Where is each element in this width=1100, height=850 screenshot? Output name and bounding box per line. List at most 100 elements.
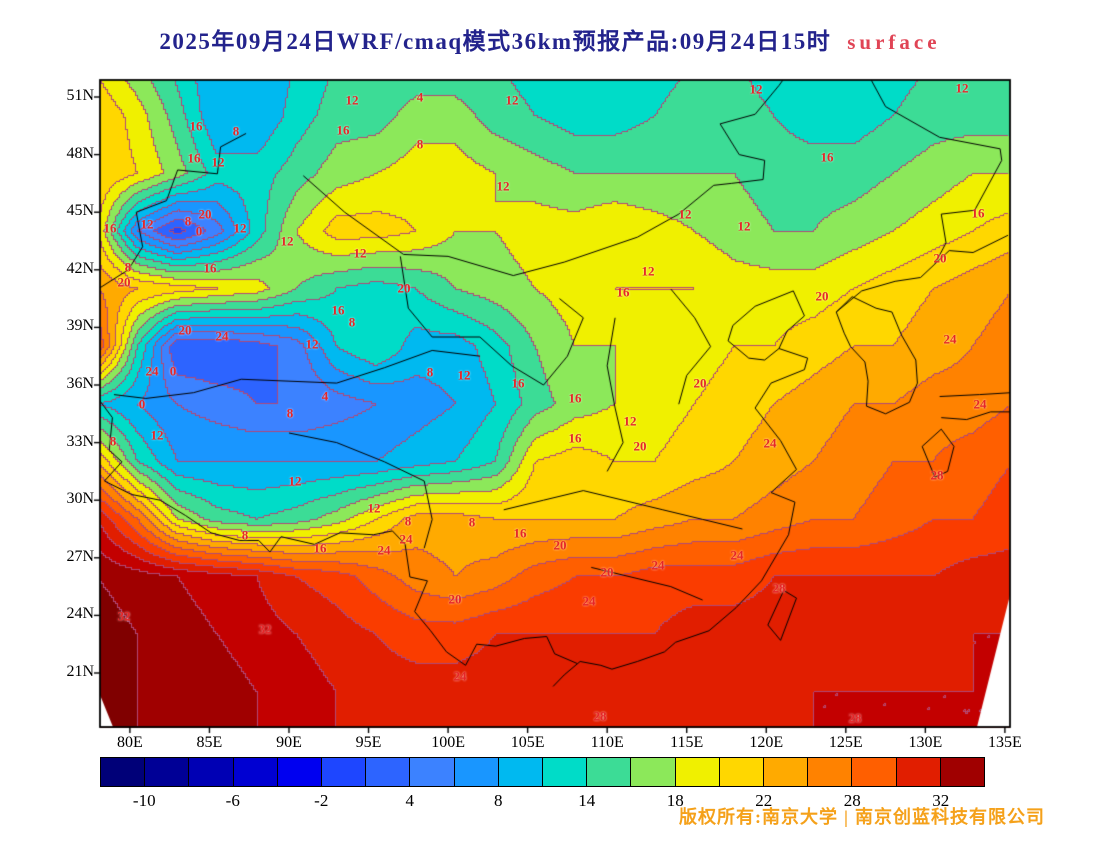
contour-label: 24 [145, 363, 159, 379]
contour-label: 16 [189, 118, 203, 134]
contour-label: 16 [568, 430, 582, 446]
colorbar-segment [322, 758, 367, 786]
lat-tick-label: 21N [66, 663, 94, 680]
colorbar-segment [189, 758, 234, 786]
contour-label: 8 [426, 364, 434, 380]
colorbar-tick-label: 8 [494, 791, 503, 810]
copyright-footer: 版权所有:南京大学 | 南京创蓝科技有限公司 [679, 803, 1045, 829]
contour-label: 16 [971, 205, 985, 221]
contour-label: 20 [397, 280, 411, 296]
copyright-company: 南京创蓝科技有限公司 [855, 807, 1045, 827]
contour-label: 16 [513, 525, 527, 541]
contour-label: 12 [678, 206, 692, 222]
contour-label: 24 [651, 557, 665, 573]
contour-label: 20 [633, 438, 647, 454]
colorbar-tick-label: 28 [843, 791, 861, 810]
lat-tick-label: 36N [66, 375, 94, 392]
colorbar-segment [675, 758, 720, 786]
contour-label: 24 [943, 331, 957, 347]
map-title: 2025年09月24日WRF/cmaq模式36km预报产品:09月24日15时 [159, 29, 832, 54]
contour-label: 12 [737, 218, 751, 234]
contour-label: 12 [623, 413, 637, 429]
contour-label: 12 [749, 81, 763, 97]
colorbar-tick-label: -6 [225, 791, 240, 810]
lon-tick-label: 135E [988, 734, 1022, 751]
contour-label: 16 [511, 375, 525, 391]
contour-label: 16 [568, 390, 582, 406]
contour-label: 8 [404, 513, 412, 529]
lat-tick-label: 51N [66, 87, 94, 104]
contour-label: 8 [348, 314, 356, 330]
lon-tick-label: 90E [276, 734, 302, 751]
contour-label: 8 [232, 123, 240, 139]
surface-level-label: surface [847, 30, 941, 54]
contour-label: 8 [468, 514, 476, 530]
colorbar-tick-label: -2 [314, 791, 329, 810]
lat-tick-label: 42N [66, 259, 94, 277]
contour-label: 12 [955, 80, 969, 96]
colorbar-segment [631, 758, 676, 786]
contour-label: 12 [641, 263, 655, 279]
contour-label: 24 [453, 668, 467, 684]
contour-label: 16 [203, 260, 217, 276]
lon-tick-label: 95E [355, 734, 382, 751]
colorbar-segment [145, 758, 190, 786]
colorbar-segment [896, 758, 941, 786]
contour-label: 12 [345, 92, 359, 108]
contour-label: 8 [184, 213, 192, 229]
contour-label: 28 [930, 467, 944, 483]
lat-tick-label: 48N [66, 144, 94, 162]
contour-label: 16 [187, 150, 201, 166]
contour-label: 16 [103, 220, 117, 236]
contour-label: 12 [367, 500, 381, 516]
contour-label: 12 [496, 178, 510, 194]
lon-tick-label: 100E [431, 734, 465, 751]
colorbar-tick-label: 22 [755, 791, 773, 810]
colorbar-segment [764, 758, 809, 786]
contour-label: 16 [820, 149, 834, 165]
colorbar-segment [498, 758, 544, 786]
lat-tick-label: 39N [66, 317, 94, 335]
contour-label: 8 [124, 259, 132, 275]
contour-label: 8 [416, 136, 424, 152]
contour-label: 20 [117, 274, 131, 290]
contour-label: 12 [305, 336, 319, 352]
contour-label: 24 [215, 328, 229, 344]
footer-divider: | [844, 807, 849, 827]
colorbar-tick-label: 4 [405, 791, 415, 810]
temperature-colorbar [100, 757, 985, 787]
lat-tick-label: 45N [66, 202, 94, 220]
colorbar-segment [101, 758, 146, 786]
contour-label: 20 [693, 375, 707, 391]
contour-label: 20 [553, 537, 567, 553]
contour-label: 12 [211, 154, 225, 170]
contour-label: 24 [582, 593, 596, 609]
colorbar-segment [410, 758, 455, 786]
contour-label: 12 [233, 220, 247, 236]
contour-label: 24 [730, 547, 744, 563]
contour-label: 16 [336, 122, 350, 138]
contour-label: 12 [288, 473, 302, 489]
lon-tick-label: 85E [196, 734, 223, 751]
lat-tick-label: 30N [66, 490, 94, 508]
colorbar-segment [366, 758, 411, 786]
contour-label: 24 [973, 396, 987, 412]
contour-label: 0 [195, 223, 203, 239]
contour-label: 8 [241, 527, 249, 543]
colorbar-segment [233, 758, 278, 786]
contour-label: 12 [140, 216, 154, 232]
lon-tick-label: 130E [908, 734, 943, 751]
lat-tick-label: 24N [66, 605, 94, 623]
contour-label: 16 [313, 540, 327, 556]
contour-label: 16 [616, 284, 630, 300]
contour-label: 20 [198, 206, 212, 222]
colorbar-segment [808, 758, 853, 786]
colorbar-tick-label: 32 [932, 791, 950, 810]
lon-tick-label: 115E [670, 734, 704, 751]
contour-label: 32 [258, 621, 272, 637]
contour-label: 12 [353, 245, 367, 261]
colorbar-tick-label: 18 [666, 791, 684, 810]
contour-label: 24 [399, 531, 413, 547]
